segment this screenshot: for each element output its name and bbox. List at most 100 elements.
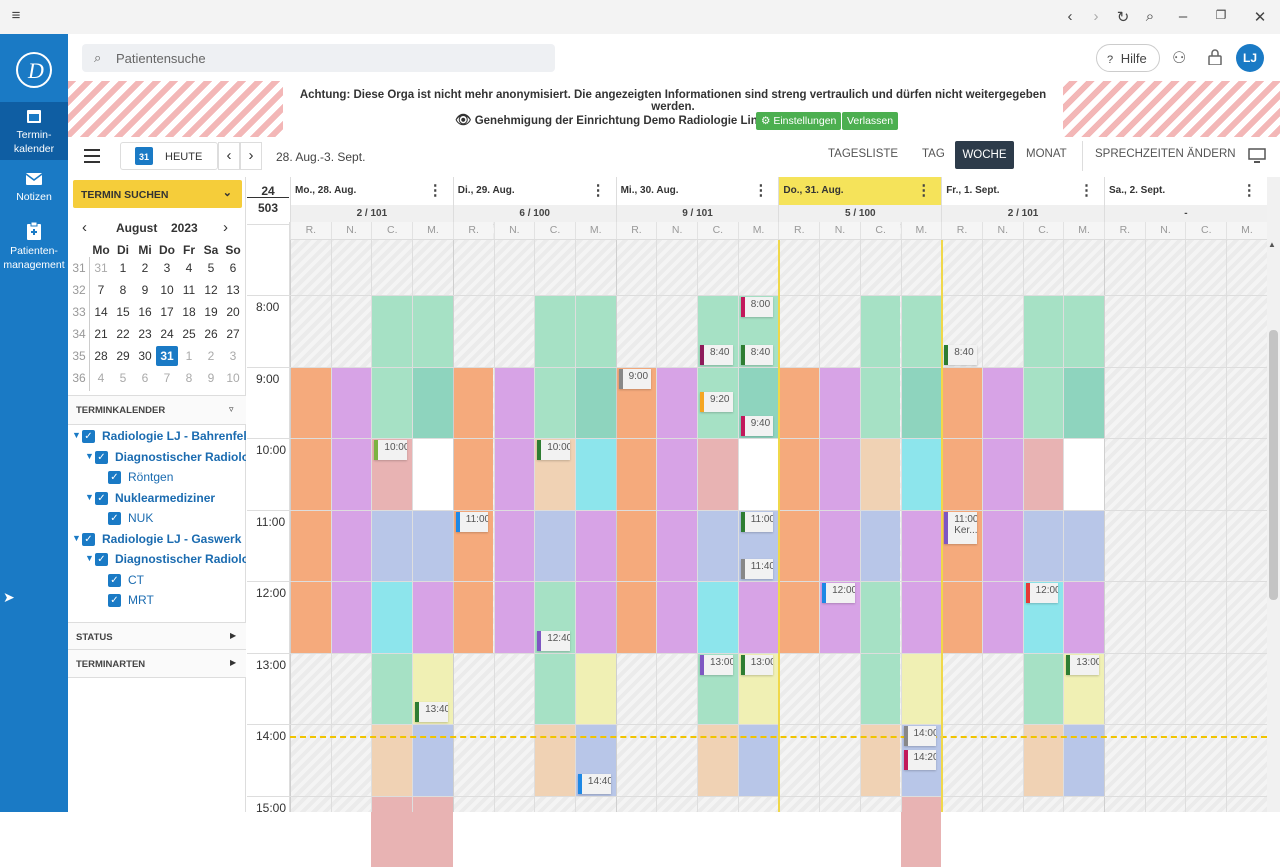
find-appointment-button[interactable]: TERMIN SUCHEN ⌄ (73, 180, 242, 208)
calendar-day[interactable]: 26 (200, 324, 222, 344)
resource-label[interactable]: M. (1063, 222, 1104, 239)
appointment[interactable]: 14:00 (904, 726, 937, 746)
appointment[interactable]: 12:00 (1026, 583, 1059, 603)
calendar-day[interactable]: 13 (222, 280, 244, 300)
calendar-day[interactable]: 6 (134, 368, 156, 388)
search-icon[interactable]: ⌕ (1140, 8, 1160, 25)
scroll-up-icon[interactable]: ▲ (1268, 240, 1276, 249)
caret-down-icon[interactable]: ▼ (85, 553, 94, 563)
prev-week-button[interactable]: ‹ (218, 142, 240, 170)
lock-icon[interactable] (1208, 49, 1222, 65)
reload-icon[interactable]: ↻ (1113, 8, 1133, 26)
checkbox[interactable]: ✓ (108, 594, 121, 607)
view-woche[interactable]: WOCHE (955, 141, 1014, 169)
calendar-day[interactable]: 28 (90, 346, 112, 366)
appointment[interactable]: 9:00 (619, 369, 652, 389)
nav-terminkalender[interactable]: Termin- kalender (0, 102, 68, 160)
view-monat[interactable]: MONAT (1026, 148, 1067, 160)
checkbox[interactable]: ✓ (95, 553, 108, 566)
back-icon[interactable]: ‹ (1060, 8, 1080, 25)
appointment[interactable]: 13:00 (700, 655, 733, 675)
calendar-day[interactable]: 2 (134, 258, 156, 278)
view-tagesliste[interactable]: TAGESLISTE (828, 148, 898, 160)
calendar-day[interactable]: 4 (178, 258, 200, 278)
more-options-icon[interactable]: ⋮ (1242, 181, 1257, 199)
checkbox[interactable]: ✓ (82, 533, 95, 546)
day-header[interactable]: Do., 31. Aug.⋮ (778, 177, 941, 205)
scrollbar-thumb[interactable] (1269, 330, 1278, 600)
tree-item[interactable]: ✓NUK (68, 509, 246, 529)
appointment[interactable]: 13:00 (1066, 655, 1099, 675)
view-tag[interactable]: TAG (922, 148, 945, 160)
resource-label[interactable]: M. (412, 222, 453, 239)
minimize-icon[interactable]: – (1173, 8, 1193, 25)
more-options-icon[interactable]: ⋮ (591, 181, 606, 199)
calendar-day[interactable]: 24 (156, 324, 178, 344)
tree-item[interactable]: ▼✓Nuklearmediziner (68, 489, 246, 509)
app-menu-icon[interactable]: ≡ (6, 7, 26, 24)
day-header[interactable]: Mo., 28. Aug.⋮ (290, 177, 453, 205)
calendar-day[interactable]: 4 (90, 368, 112, 388)
monitor-icon[interactable] (1248, 148, 1266, 169)
caret-down-icon[interactable]: ▼ (85, 451, 94, 461)
leave-button[interactable]: Verlassen (842, 112, 898, 130)
appointment[interactable]: 10:00 (374, 440, 407, 460)
resource-label[interactable]: N. (331, 222, 372, 239)
checkbox[interactable]: ✓ (108, 471, 121, 484)
calendar-day[interactable]: 1 (178, 346, 200, 366)
more-options-icon[interactable]: ⋮ (1079, 181, 1094, 199)
resource-label[interactable]: R. (778, 222, 819, 239)
calendar-day[interactable]: 7 (90, 280, 112, 300)
checkbox[interactable]: ✓ (82, 430, 95, 443)
calendar-day[interactable]: 8 (178, 368, 200, 388)
calendar-day[interactable]: 15 (112, 302, 134, 322)
tree-item[interactable]: ▼✓Radiologie LJ - Gaswerk (68, 530, 246, 550)
resource-label[interactable]: C. (371, 222, 412, 239)
close-icon[interactable]: ✕ (1250, 8, 1270, 26)
calendar-day[interactable]: 14 (90, 302, 112, 322)
caret-down-icon[interactable]: ▼ (72, 533, 81, 543)
more-options-icon[interactable]: ⋮ (753, 181, 768, 199)
nav-notizen[interactable]: Notizen (0, 172, 68, 212)
appointment[interactable]: 14:40 (578, 774, 611, 794)
calendar-day[interactable]: 19 (200, 302, 222, 322)
appointment[interactable]: 8:40 (700, 345, 733, 365)
resource-label[interactable]: N. (982, 222, 1023, 239)
next-month-button[interactable]: › (223, 219, 228, 236)
appointment[interactable]: 13:00 (741, 655, 774, 675)
resource-label[interactable]: R. (941, 222, 982, 239)
tree-item[interactable]: ✓Röntgen (68, 468, 246, 488)
calendar-day[interactable]: 12 (200, 280, 222, 300)
calendar-day[interactable]: 6 (222, 258, 244, 278)
appointment[interactable]: 10:00 (537, 440, 570, 460)
calendar-day[interactable]: 27 (222, 324, 244, 344)
resource-label[interactable]: M. (738, 222, 779, 239)
calendar-day[interactable]: 20 (222, 302, 244, 322)
tree-item[interactable]: ✓MRT (68, 591, 246, 611)
resource-label[interactable]: M. (901, 222, 942, 239)
calendar-day[interactable]: 1 (112, 258, 134, 278)
day-header[interactable]: Sa., 2. Sept.⋮ (1104, 177, 1267, 205)
calendar-day[interactable]: 22 (112, 324, 134, 344)
more-options-icon[interactable]: ⋮ (916, 181, 931, 199)
tree-item[interactable]: ▼✓Diagnostischer Radiologe (68, 448, 246, 468)
day-header[interactable]: Di., 29. Aug.⋮ (453, 177, 616, 205)
calendar-day[interactable]: 3 (222, 346, 244, 366)
caret-down-icon[interactable]: ▼ (72, 430, 81, 440)
today-button[interactable]: 31 HEUTE (120, 142, 218, 170)
section-status[interactable]: STATUS ▶ (68, 622, 246, 650)
resource-label[interactable]: M. (1226, 222, 1267, 239)
calendar-day[interactable]: 3 (156, 258, 178, 278)
calendar-day[interactable]: 7 (156, 368, 178, 388)
calendar-day[interactable]: 31 (90, 258, 112, 278)
checkbox[interactable]: ✓ (95, 492, 108, 505)
appointment[interactable]: 14:20 (904, 750, 937, 770)
section-terminarten[interactable]: TERMINARTEN ▶ (68, 650, 246, 678)
patient-search-input[interactable]: ⌕ Patientensuche (82, 44, 555, 72)
appointment[interactable]: 9:20 (700, 392, 733, 412)
resource-label[interactable]: R. (616, 222, 657, 239)
restore-icon[interactable]: ❐ (1211, 8, 1231, 22)
calendar-day[interactable]: 5 (200, 258, 222, 278)
day-header[interactable]: Fr., 1. Sept.⋮ (941, 177, 1104, 205)
tree-item[interactable]: ▼✓Radiologie LJ - Bahrenfeld (68, 427, 246, 447)
